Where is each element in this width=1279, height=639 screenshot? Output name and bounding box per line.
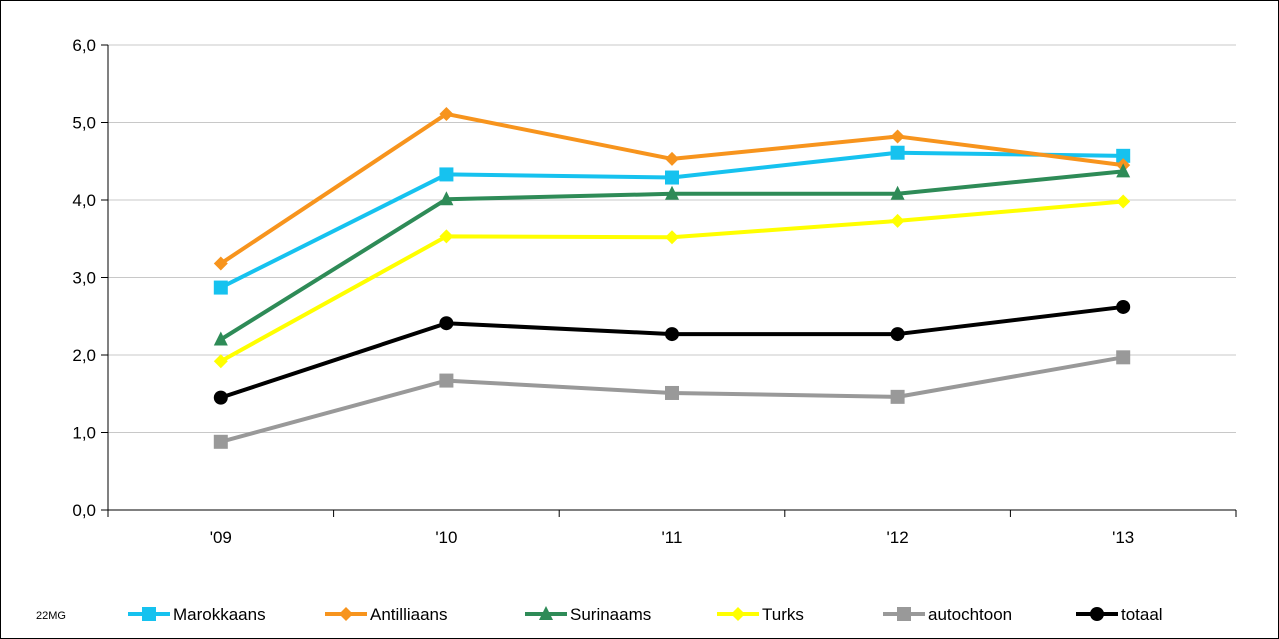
legend-item: Surinaams [525, 605, 651, 624]
data-point [213, 390, 228, 405]
series-group [213, 106, 1131, 449]
legend-label: Turks [762, 605, 804, 624]
data-point [890, 213, 905, 228]
data-point [1116, 299, 1131, 314]
legend-item: autochtoon [883, 605, 1012, 624]
data-point [439, 191, 454, 206]
legend-item: totaal [1076, 605, 1163, 624]
series-marokkaans [213, 145, 1131, 295]
legend-swatch-marker [339, 607, 353, 621]
gridlines [108, 44, 1236, 433]
data-point [665, 185, 679, 200]
source-code-label: 22MG [36, 610, 66, 622]
y-tick-label: 2,0 [72, 346, 96, 365]
y-tick-label: 6,0 [72, 36, 96, 55]
legend-swatch-marker [539, 606, 553, 620]
x-tick-labels: '09 '10 '11 '12 '13 [210, 528, 1135, 547]
x-tick-label: '10 [435, 528, 457, 547]
data-point [890, 145, 905, 160]
data-point [213, 434, 228, 449]
data-point [890, 389, 905, 404]
legend-swatch-marker [1090, 607, 1104, 621]
series-totaal [213, 299, 1131, 405]
data-point [665, 327, 679, 342]
data-point [665, 385, 679, 400]
legend-swatch-marker [897, 607, 911, 621]
y-tick-label: 5,0 [72, 114, 96, 133]
legend: Marokkaans Antilliaans Surinaams Turks autoc… [128, 605, 1163, 624]
data-point [213, 280, 228, 295]
data-point [1116, 163, 1131, 178]
x-tick-label: '11 [662, 528, 683, 547]
data-point [213, 331, 228, 346]
x-tick-label: '09 [210, 528, 232, 547]
y-tick-label: 0,0 [72, 501, 96, 520]
series-autochtoon [213, 350, 1131, 449]
y-tick-label: 4,0 [72, 191, 96, 210]
legend-swatch-marker [142, 607, 156, 621]
legend-swatch-marker [731, 607, 745, 621]
data-point [213, 256, 228, 271]
legend-item: Antilliaans [325, 605, 448, 624]
legend-item: Turks [717, 605, 804, 624]
data-point [890, 185, 905, 200]
legend-label: Antilliaans [370, 605, 448, 624]
x-tick-label: '13 [1112, 528, 1134, 547]
legend-item: Marokkaans [128, 605, 266, 624]
data-point [1116, 194, 1131, 209]
data-point [665, 151, 679, 166]
legend-label: Marokkaans [173, 605, 266, 624]
data-point [1116, 148, 1131, 163]
data-point [439, 229, 454, 244]
data-point [439, 373, 454, 388]
series-surinaams [213, 163, 1131, 346]
legend-label: autochtoon [928, 605, 1012, 624]
series-antilliaans [213, 106, 1131, 271]
series-line [220, 304, 1124, 400]
data-point [890, 327, 905, 342]
data-point [890, 129, 905, 144]
data-point [213, 354, 228, 369]
data-point [439, 106, 454, 121]
axes [101, 44, 1237, 517]
x-tick-label: '12 [887, 528, 909, 547]
legend-label: Surinaams [570, 605, 651, 624]
data-point [439, 316, 454, 331]
legend-label: totaal [1121, 605, 1163, 624]
data-point [665, 170, 679, 185]
y-tick-label: 3,0 [72, 269, 96, 288]
data-point [1116, 350, 1131, 365]
y-tick-label: 1,0 [72, 424, 96, 443]
data-point [665, 230, 679, 245]
series-turks [213, 194, 1131, 369]
y-tick-labels: 0,0 1,0 2,0 3,0 4,0 5,0 6,0 [72, 36, 96, 520]
data-point [439, 167, 454, 182]
